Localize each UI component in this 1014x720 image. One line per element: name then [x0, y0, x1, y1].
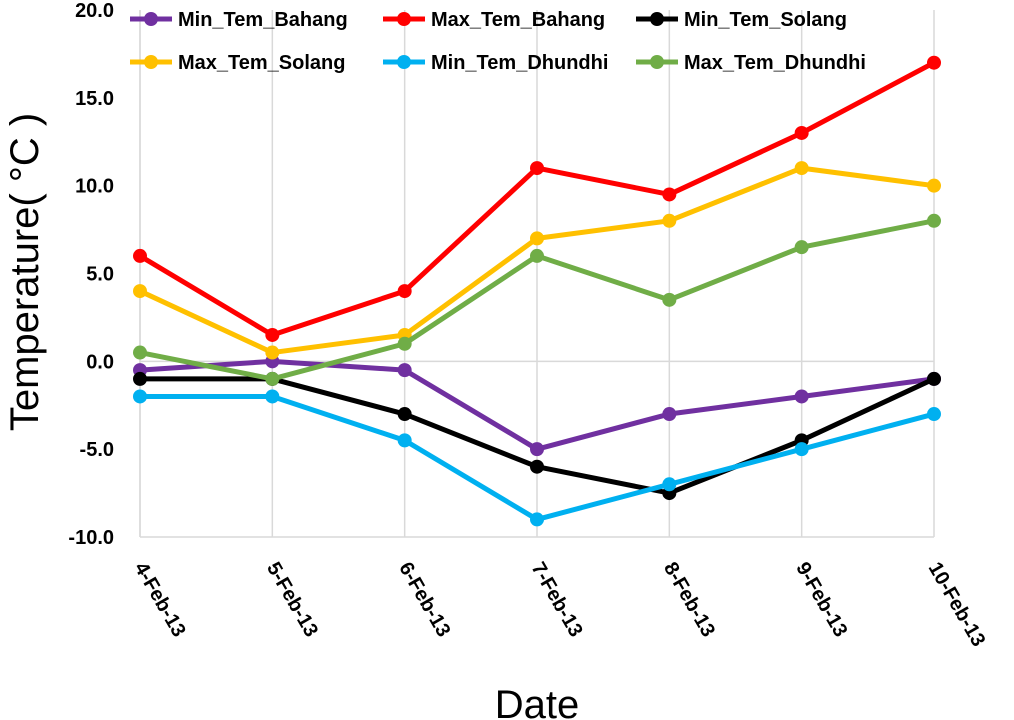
y-tick-label: 15.0	[75, 88, 114, 110]
series-max-tem-solang	[133, 161, 941, 360]
x-tick-label: 4-Feb-13	[130, 559, 190, 641]
data-point-max-tem-bahang	[265, 327, 280, 342]
data-point-min-tem-solang	[133, 371, 147, 386]
data-point-max-tem-dhundhi	[927, 213, 941, 228]
x-tick-label: 10-Feb-13	[924, 559, 990, 651]
legend-label: Max_Tem_Solang	[178, 52, 345, 74]
data-point-max-tem-bahang	[133, 248, 147, 263]
data-point-max-tem-bahang	[794, 125, 809, 140]
data-point-min-tem-dhundhi	[530, 512, 544, 527]
x-tick-labels: 4-Feb-13 5-Feb-13 6-Feb-13 7-Feb-13 8-Feb-13…	[130, 559, 990, 651]
legend-item-max-tem-dhundhi: Max_Tem_Dhundhi	[636, 52, 866, 74]
series-group	[133, 55, 941, 527]
data-point-max-tem-dhundhi	[133, 345, 147, 360]
legend-swatch-marker	[397, 55, 411, 69]
data-point-max-tem-dhundhi	[397, 336, 412, 351]
legend-swatch-marker	[650, 12, 664, 26]
data-point-max-tem-bahang	[927, 55, 941, 70]
legend-label: Max_Tem_Dhundhi	[684, 52, 866, 74]
data-point-min-tem-dhundhi	[265, 389, 280, 404]
legend-swatch-marker	[144, 55, 158, 69]
legend-swatch-marker	[397, 12, 411, 26]
series-min-tem-dhundhi	[133, 389, 941, 527]
data-point-max-tem-solang	[265, 345, 280, 360]
data-point-min-tem-bahang	[794, 389, 809, 404]
legend-swatch-marker	[650, 55, 664, 69]
series-max-tem-bahang	[133, 55, 941, 342]
legend-item-max-tem-bahang: Max_Tem_Bahang	[383, 9, 605, 31]
data-point-min-tem-solang	[397, 407, 412, 422]
data-point-max-tem-solang	[662, 213, 677, 228]
y-tick-label: 20.0	[75, 0, 114, 22]
y-tick-label: 0.0	[86, 351, 114, 373]
y-tick-label: 5.0	[86, 264, 114, 286]
data-point-min-tem-dhundhi	[794, 442, 809, 457]
data-point-min-tem-dhundhi	[133, 389, 147, 404]
data-point-min-tem-solang	[530, 459, 544, 474]
data-point-max-tem-dhundhi	[265, 371, 280, 386]
data-point-max-tem-solang	[927, 178, 941, 193]
legend-item-min-tem-dhundhi: Min_Tem_Dhundhi	[383, 52, 608, 74]
data-point-min-tem-dhundhi	[662, 477, 677, 492]
legend-item-max-tem-solang: Max_Tem_Solang	[130, 52, 345, 74]
data-point-max-tem-solang	[530, 231, 544, 246]
grid-lines	[139, 10, 935, 537]
y-tick-label: 10.0	[75, 176, 114, 198]
legend-label: Min_Tem_Solang	[684, 9, 847, 31]
x-tick-label: 6-Feb-13	[394, 559, 454, 641]
x-tick-label: 8-Feb-13	[659, 559, 719, 641]
data-point-min-tem-bahang	[530, 442, 544, 457]
y-axis-title: Temperature( °C )	[3, 113, 47, 431]
data-point-min-tem-bahang	[397, 363, 412, 378]
legend-label: Max_Tem_Bahang	[431, 9, 605, 31]
data-point-max-tem-bahang	[397, 284, 412, 299]
x-tick-label: 7-Feb-13	[527, 559, 587, 641]
legend-item-min-tem-bahang: Min_Tem_Bahang	[130, 9, 348, 31]
y-tick-label: -5.0	[80, 439, 114, 461]
data-point-min-tem-solang	[927, 371, 941, 386]
y-tick-labels: -10.0 -5.0 0.0 5.0 10.0 15.0 20.0	[68, 0, 114, 549]
data-point-min-tem-dhundhi	[927, 407, 941, 422]
x-axis-title: Date	[495, 683, 580, 720]
data-point-max-tem-solang	[794, 161, 809, 176]
data-point-max-tem-bahang	[662, 187, 677, 202]
legend-item-min-tem-solang: Min_Tem_Solang	[636, 9, 847, 31]
legend: Min_Tem_Bahang Max_Tem_Bahang Min_Tem_Sola…	[130, 9, 866, 74]
x-tick-label: 5-Feb-13	[262, 559, 322, 641]
data-point-max-tem-dhundhi	[530, 248, 544, 263]
data-point-max-tem-dhundhi	[662, 292, 677, 307]
y-tick-label: -10.0	[68, 527, 114, 549]
data-point-min-tem-bahang	[662, 407, 677, 422]
legend-label: Min_Tem_Bahang	[178, 9, 348, 31]
data-point-max-tem-bahang	[530, 161, 544, 176]
data-point-max-tem-dhundhi	[794, 240, 809, 255]
data-point-max-tem-solang	[133, 284, 147, 299]
x-tick-label: 9-Feb-13	[791, 559, 851, 641]
legend-swatch-marker	[144, 12, 158, 26]
data-point-min-tem-dhundhi	[397, 433, 412, 448]
legend-label: Min_Tem_Dhundhi	[431, 52, 608, 74]
series-max-tem-dhundhi	[133, 213, 941, 386]
